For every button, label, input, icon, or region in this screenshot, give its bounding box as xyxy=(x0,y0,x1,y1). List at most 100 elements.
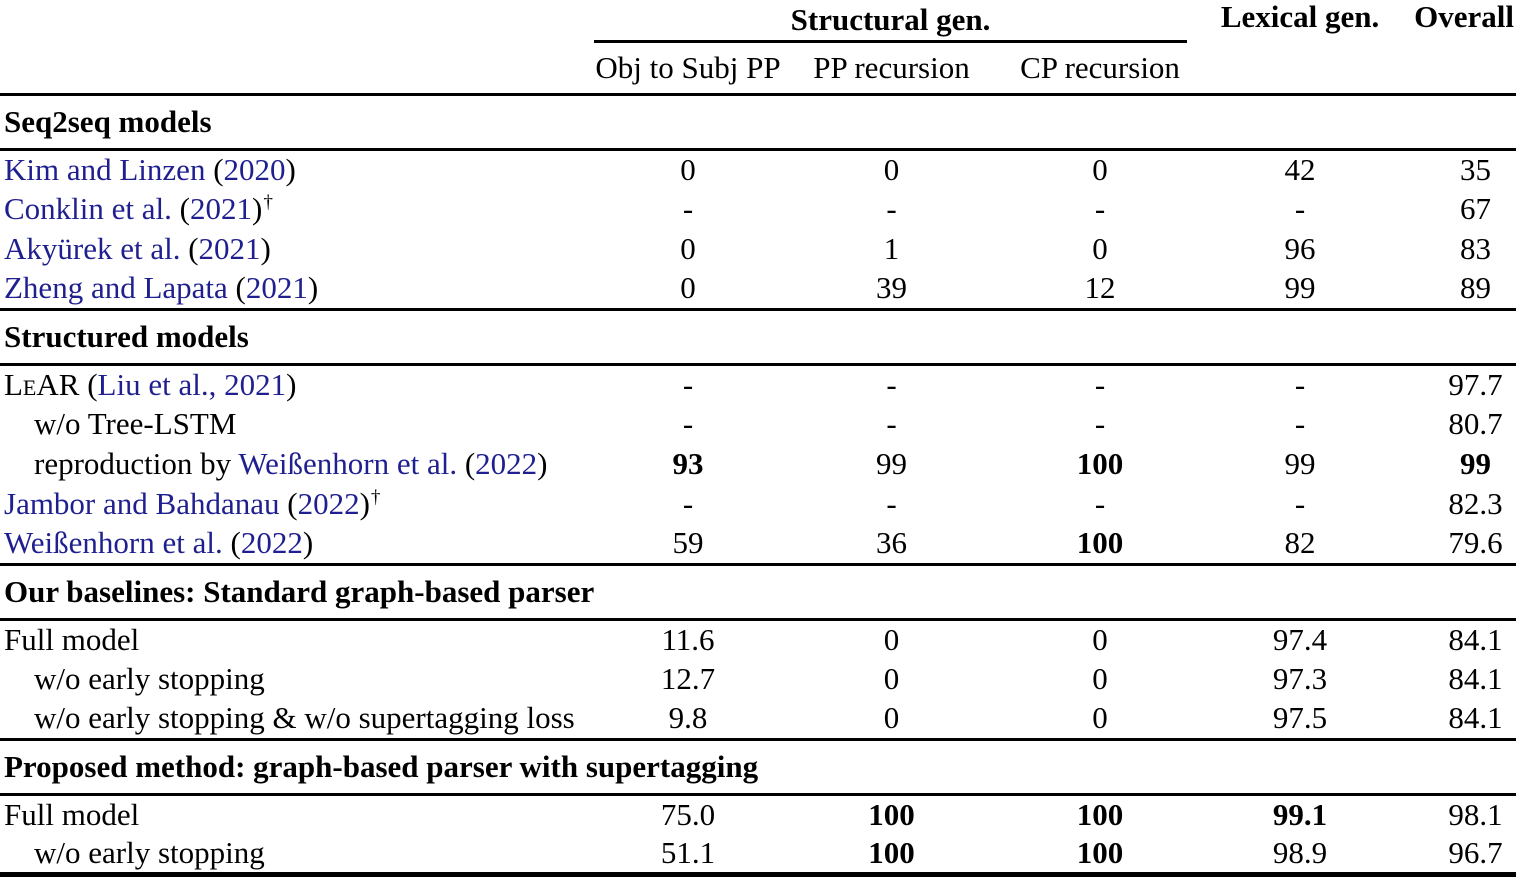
metric-value: 75.0 xyxy=(660,796,716,832)
metric-value: 98.9 xyxy=(1272,834,1328,870)
metric-value: 0 xyxy=(1092,661,1108,696)
citation-link[interactable]: Jambor and Bahdanau xyxy=(4,486,280,521)
table-row: Kim and Linzen (2020) 0 0 0 42 35 xyxy=(0,149,1516,189)
metric-value: 98.1 xyxy=(1448,796,1503,832)
section-header-row: Our baselines: Standard graph-based pars… xyxy=(0,562,1516,621)
structural-gen-underline: Structural gen. xyxy=(594,3,1188,43)
metric-value: - xyxy=(886,191,897,226)
metric-value: 51.1 xyxy=(660,834,716,870)
metric-value: 35 xyxy=(1460,151,1492,187)
label-text: Full model xyxy=(4,796,140,832)
dagger-mark: † xyxy=(370,486,381,508)
section-title: Seq2seq models xyxy=(0,92,1516,151)
citation-link[interactable]: Zheng and Lapata xyxy=(4,270,228,306)
metric-value: 36 xyxy=(876,525,907,561)
metric-value: 0 xyxy=(883,661,900,696)
dagger-mark: † xyxy=(263,191,273,213)
section-title: Our baselines: Standard graph-based pars… xyxy=(0,562,1516,621)
model-label: Conklin et al. (2021)† xyxy=(0,189,588,229)
metric-value: 0 xyxy=(883,151,900,187)
citation-link[interactable]: 2020 xyxy=(223,151,286,187)
citation-link[interactable]: 2021 xyxy=(189,191,252,226)
column-header-cp-recursion: CP recursion xyxy=(995,43,1206,96)
section-header-row: Structured models xyxy=(0,307,1516,366)
metric-value: 1 xyxy=(883,231,900,266)
label-text: ) xyxy=(359,486,370,521)
metric-value: - xyxy=(1094,366,1106,402)
citation-link[interactable]: 2021 xyxy=(245,270,308,306)
citation-link[interactable]: 2022 xyxy=(240,525,303,561)
metric-value: 84.1 xyxy=(1448,661,1503,696)
model-label: Akyürek et al. (2021) xyxy=(0,229,588,269)
table-row: Conklin et al. (2021)† - - - - 67 xyxy=(0,189,1516,229)
citation-link[interactable]: Kim and Linzen xyxy=(4,151,206,187)
column-group-structural-gen: Structural gen. xyxy=(588,0,1205,43)
section-title: Proposed method: graph-based parser with… xyxy=(0,737,1516,796)
model-label: Zheng and Lapata (2021) xyxy=(0,269,588,309)
citation-link[interactable]: Weißenhorn et al. xyxy=(238,446,458,481)
label-text: w/o Tree-LSTM xyxy=(34,406,237,441)
label-text: reproduction by xyxy=(34,446,239,481)
metric-value: 99 xyxy=(1460,446,1492,481)
metric-value: 100 xyxy=(868,796,915,832)
citation-link[interactable]: Weißenhorn et al. xyxy=(4,525,223,561)
column-header-lexical-gen: Lexical gen. xyxy=(1220,0,1380,34)
label-text: w/o early stopping xyxy=(34,661,265,696)
citation-link[interactable]: Liu et al., 2021 xyxy=(97,366,287,402)
empty-header-cell xyxy=(0,0,588,43)
table-row: Zheng and Lapata (2021) 0 39 12 99 89 xyxy=(0,269,1516,309)
metric-value: 0 xyxy=(1092,231,1108,266)
metric-value: 89 xyxy=(1460,270,1492,306)
metric-value: 97.4 xyxy=(1272,621,1328,657)
metric-value: 12.7 xyxy=(660,661,716,696)
metric-value: 82.3 xyxy=(1448,486,1503,521)
citation-link[interactable]: 2022 xyxy=(297,486,360,521)
label-text: ) xyxy=(251,191,263,226)
metric-value: 59 xyxy=(672,525,704,561)
table-row: LeAR (Liu et al., 2021) - - - - 97.7 xyxy=(0,364,1516,404)
label-text: ( xyxy=(279,486,298,521)
label-text: ) xyxy=(260,231,271,266)
column-header-pp-recursion: PP recursion xyxy=(788,43,995,96)
citation-link[interactable]: Akyürek et al. xyxy=(4,231,181,266)
model-label: w/o early stopping & w/o supertagging lo… xyxy=(0,699,588,739)
table-header: Structural gen. Lexical gen. Overall Obj… xyxy=(0,0,1516,96)
metric-value: 84.1 xyxy=(1448,700,1503,736)
metric-value: 0 xyxy=(680,270,696,306)
label-text: LeAR xyxy=(4,366,80,402)
label-text: ( xyxy=(180,231,199,266)
metric-value: - xyxy=(886,486,897,521)
metric-value: 0 xyxy=(680,151,696,187)
metric-value: - xyxy=(886,366,897,402)
metric-value: - xyxy=(1294,486,1306,521)
metric-value: - xyxy=(682,406,694,441)
citation-link[interactable]: 2022 xyxy=(475,446,538,481)
metric-value: 97.3 xyxy=(1272,661,1328,696)
subcolumn-header-row: Obj to Subj PP PP recursion CP recursion xyxy=(0,43,1516,96)
metric-value: 80.7 xyxy=(1448,406,1503,441)
model-label: Full model xyxy=(0,794,588,834)
metric-value: - xyxy=(1094,191,1106,226)
table-row: Weißenhorn et al. (2022) 59 36 100 82 79.6 xyxy=(0,524,1516,564)
model-label: Jambor and Bahdanau (2022)† xyxy=(0,484,588,524)
group-header-row: Structural gen. Lexical gen. Overall xyxy=(0,0,1516,43)
metric-value: - xyxy=(1294,191,1306,226)
model-label: w/o Tree-LSTM xyxy=(0,404,588,444)
metric-value: 100 xyxy=(1076,446,1124,481)
citation-link[interactable]: 2021 xyxy=(198,231,261,266)
label-text: ( xyxy=(79,366,98,402)
metric-value: 99 xyxy=(876,446,907,481)
metric-value: 67 xyxy=(1460,191,1492,226)
label-text: ( xyxy=(227,270,246,306)
column-header-overall: Overall xyxy=(1414,0,1515,34)
label-text: ) xyxy=(285,151,296,187)
label-text: ( xyxy=(171,191,190,226)
metric-value: 93 xyxy=(672,446,704,481)
empty-header-cell xyxy=(0,43,588,96)
metric-value: 97.7 xyxy=(1448,366,1503,402)
citation-link[interactable]: Conklin et al. xyxy=(4,191,172,226)
empty-header-cell xyxy=(1395,43,1516,96)
table-row: reproduction by Weißenhorn et al. (2022)… xyxy=(0,444,1516,484)
label-text: ) xyxy=(307,270,319,306)
